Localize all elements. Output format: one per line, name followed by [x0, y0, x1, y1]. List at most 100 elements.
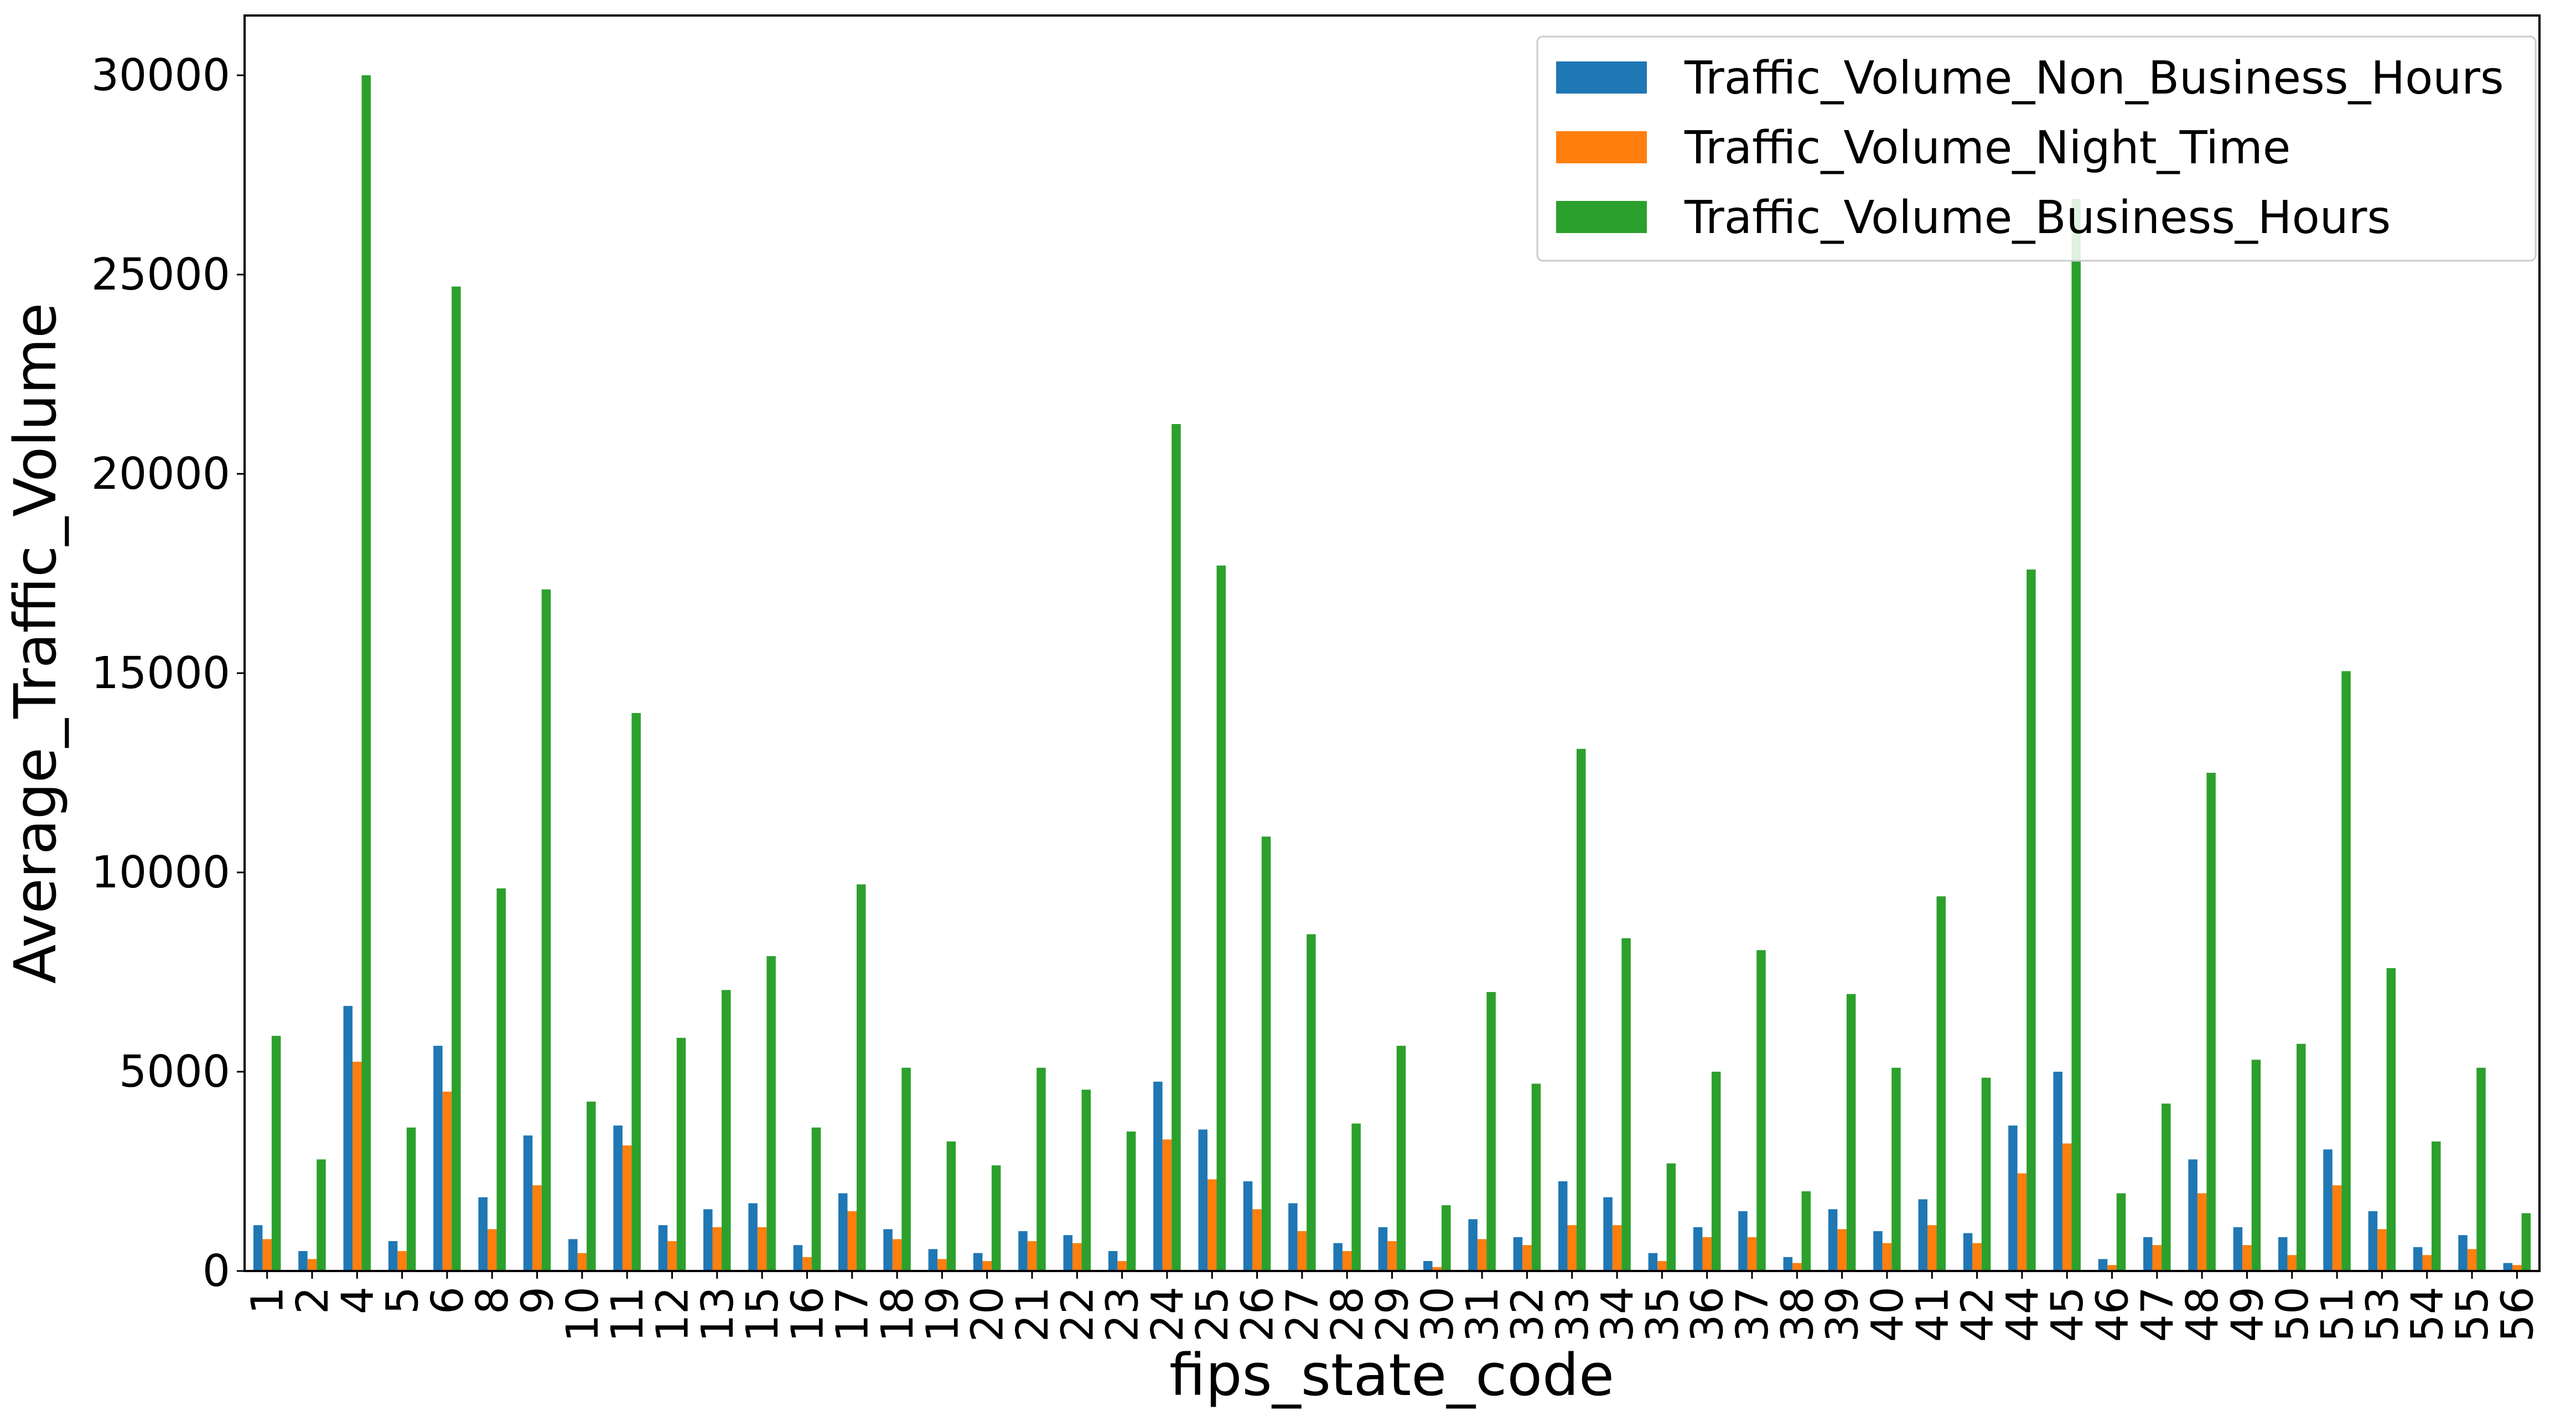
- x-tick-label: 56: [2492, 1286, 2543, 1342]
- bar-business-hours-4: [361, 75, 371, 1271]
- bar-night-time-16: [802, 1257, 812, 1271]
- bar-non-business-hours-19: [928, 1249, 938, 1271]
- bar-business-hours-18: [901, 1067, 911, 1271]
- bar-business-hours-6: [452, 286, 461, 1271]
- bar-night-time-27: [1297, 1231, 1307, 1271]
- bar-non-business-hours-8: [478, 1197, 488, 1271]
- bar-non-business-hours-27: [1288, 1203, 1298, 1271]
- x-tick-label: 18: [872, 1286, 923, 1342]
- bar-non-business-hours-11: [613, 1125, 623, 1271]
- bar-night-time-4: [353, 1062, 362, 1271]
- bar-business-hours-33: [1577, 748, 1586, 1271]
- bar-non-business-hours-5: [388, 1241, 398, 1271]
- x-tick-label: 36: [1682, 1286, 1733, 1342]
- bar-non-business-hours-38: [1783, 1257, 1793, 1271]
- x-tick-label: 2: [287, 1286, 338, 1314]
- x-tick-label: 46: [2087, 1286, 2138, 1342]
- bar-non-business-hours-36: [1693, 1227, 1703, 1271]
- bar-business-hours-21: [1036, 1067, 1046, 1271]
- bar-night-time-18: [892, 1239, 902, 1271]
- bar-non-business-hours-56: [2503, 1263, 2513, 1271]
- bar-business-hours-56: [2521, 1213, 2531, 1271]
- bar-night-time-15: [757, 1227, 767, 1271]
- bar-non-business-hours-34: [1603, 1197, 1613, 1271]
- bar-non-business-hours-23: [1108, 1251, 1118, 1271]
- bar-night-time-37: [1747, 1237, 1757, 1271]
- legend-box: [1536, 35, 2537, 262]
- bar-night-time-41: [1927, 1225, 1937, 1271]
- x-tick-label: 12: [647, 1286, 698, 1342]
- bar-business-hours-51: [2341, 671, 2351, 1271]
- bar-night-time-13: [712, 1227, 722, 1271]
- x-tick-label: 34: [1592, 1286, 1643, 1342]
- x-tick-label: 25: [1187, 1286, 1238, 1342]
- bar-business-hours-38: [1801, 1191, 1811, 1271]
- x-tick-label: 31: [1457, 1286, 1508, 1342]
- bar-night-time-29: [1387, 1241, 1397, 1271]
- bar-non-business-hours-25: [1198, 1129, 1207, 1271]
- x-tick-label: 44: [1997, 1286, 2048, 1342]
- bar-business-hours-39: [1846, 994, 1856, 1271]
- bar-night-time-22: [1072, 1243, 1082, 1271]
- bar-business-hours-10: [587, 1102, 596, 1271]
- x-tick-label: 32: [1502, 1286, 1553, 1342]
- x-tick-label: 6: [422, 1286, 473, 1314]
- bar-business-hours-28: [1351, 1123, 1361, 1271]
- x-tick-label: 41: [1907, 1286, 1958, 1342]
- bar-night-time-1: [262, 1239, 272, 1271]
- bar-non-business-hours-2: [298, 1251, 308, 1271]
- x-tick-label: 17: [827, 1286, 878, 1342]
- x-tick-label: 22: [1052, 1286, 1103, 1342]
- x-tick-label: 49: [2222, 1286, 2273, 1342]
- bar-non-business-hours-50: [2278, 1237, 2288, 1271]
- y-axis-label: Average_Traffic_Volume: [2, 303, 69, 984]
- x-tick-label: 51: [2312, 1286, 2363, 1342]
- legend-swatch: [1556, 201, 1647, 233]
- bar-non-business-hours-30: [1423, 1261, 1433, 1271]
- legend-label: Traffic_Volume_Night_Time: [1684, 122, 2290, 174]
- bar-night-time-33: [1567, 1225, 1577, 1271]
- bar-business-hours-45: [2071, 199, 2081, 1272]
- bar-non-business-hours-39: [1828, 1209, 1838, 1271]
- bar-night-time-53: [2377, 1229, 2387, 1271]
- bar-non-business-hours-20: [973, 1253, 983, 1271]
- bar-non-business-hours-1: [253, 1225, 263, 1271]
- bar-business-hours-37: [1756, 950, 1766, 1271]
- bar-non-business-hours-51: [2323, 1149, 2333, 1271]
- bar-business-hours-1: [271, 1036, 281, 1271]
- bar-business-hours-24: [1172, 424, 1181, 1271]
- bar-night-time-28: [1342, 1251, 1352, 1271]
- bar-non-business-hours-13: [703, 1209, 713, 1271]
- bar-business-hours-5: [406, 1127, 416, 1271]
- legend-label: Traffic_Volume_Non_Business_Hours: [1684, 52, 2504, 105]
- x-tick-label: 50: [2267, 1286, 2318, 1342]
- x-tick-label: 48: [2177, 1286, 2228, 1342]
- bar-non-business-hours-31: [1468, 1219, 1478, 1271]
- x-tick-label: 55: [2447, 1286, 2498, 1342]
- bar-business-hours-9: [541, 589, 551, 1271]
- x-tick-label: 28: [1322, 1286, 1373, 1342]
- bar-non-business-hours-4: [343, 1006, 353, 1271]
- bar-business-hours-12: [676, 1037, 686, 1271]
- x-tick-label: 21: [1007, 1286, 1058, 1342]
- bar-non-business-hours-16: [793, 1245, 803, 1271]
- y-tick-label: 5000: [119, 1046, 230, 1097]
- x-tick-label: 35: [1637, 1286, 1688, 1342]
- bar-non-business-hours-21: [1018, 1231, 1028, 1271]
- x-tick-label: 5: [377, 1286, 428, 1314]
- y-tick-label: 10000: [91, 847, 230, 898]
- x-axis-label: fips_state_code: [1169, 1341, 1614, 1409]
- x-tick-label: 8: [467, 1286, 518, 1314]
- plot-frame: [243, 14, 2541, 1272]
- bar-business-hours-36: [1711, 1072, 1721, 1271]
- bar-night-time-5: [397, 1251, 407, 1271]
- bar-night-time-24: [1162, 1139, 1172, 1271]
- bar-business-hours-11: [631, 713, 641, 1271]
- bar-night-time-45: [2062, 1143, 2072, 1271]
- bar-night-time-11: [622, 1145, 632, 1271]
- bar-non-business-hours-35: [1648, 1253, 1658, 1271]
- bar-non-business-hours-28: [1333, 1243, 1343, 1271]
- bar-business-hours-30: [1442, 1205, 1451, 1271]
- bar-night-time-35: [1657, 1261, 1667, 1271]
- x-tick-label: 10: [557, 1286, 608, 1342]
